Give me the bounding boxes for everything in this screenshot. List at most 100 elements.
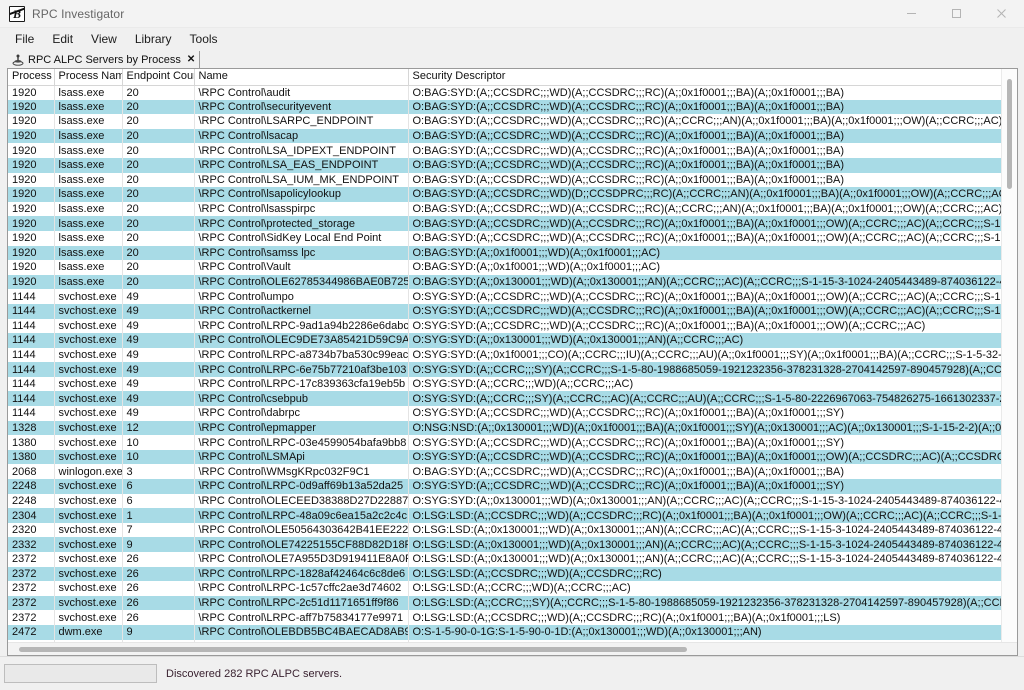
table-row[interactable]: 1920 lsass.exe 20 \RPC Control\OLE627853449… — [8, 274, 1017, 290]
table-row[interactable]: 1380 svchost.exe 10 \RPC Control\LSMApi O:SY… — [8, 449, 1017, 465]
window-controls — [889, 0, 1024, 28]
table-row[interactable]: 1920 lsass.exe 20 \RPC Control\LSA_IUM_MK_E… — [8, 172, 1017, 188]
column-header-endpoint-count[interactable]: Endpoint Count — [122, 69, 195, 86]
cell-process-id: 2372 — [8, 566, 55, 582]
cell-name: \RPC Control\LRPC-03e4599054bafa9bb8 — [194, 435, 409, 450]
tab-close-icon[interactable]: ✕ — [186, 53, 196, 65]
cell-process-id: 1144 — [8, 362, 55, 377]
tab-rpc-alpc-servers-by-process[interactable]: RPC ALPC Servers by Process ✕ — [10, 51, 201, 68]
table-row[interactable]: 2248 svchost.exe 6 \RPC Control\OLECEED3838… — [8, 493, 1017, 509]
cell-security-descriptor: O:BAG:SYD:(A;;CCSDRC;;;WD)(A;;CCSDRC;;;R… — [408, 128, 1017, 144]
close-icon[interactable] — [979, 0, 1024, 28]
menu-item-library[interactable]: Library — [134, 32, 172, 46]
cell-process-name: svchost.exe — [54, 420, 123, 436]
cell-endpoint-count: 7 — [122, 522, 195, 538]
menu-item-view[interactable]: View — [91, 32, 117, 46]
cell-security-descriptor: O:SYG:SYD:(A;;0x1f0001;;;CO)(A;;CCRC;;;I… — [408, 347, 1017, 363]
cell-process-id: 1144 — [8, 391, 55, 407]
cell-process-name: lsass.exe — [54, 85, 123, 100]
cell-process-name: svchost.exe — [54, 391, 123, 407]
cell-process-name: svchost.exe — [54, 362, 123, 377]
vertical-scrollbar-thumb[interactable] — [1007, 79, 1012, 189]
cell-process-name: svchost.exe — [54, 508, 123, 523]
menu-item-edit[interactable]: Edit — [52, 32, 74, 46]
maximize-icon[interactable] — [934, 0, 979, 28]
cell-endpoint-count: 3 — [122, 464, 195, 480]
table-row[interactable]: 1920 lsass.exe 20 \RPC Control\Vault O:BAG:S… — [8, 260, 1017, 275]
progress-bar — [4, 664, 157, 683]
table-row[interactable]: 2472 dwm.exe 9 \RPC Control\OLEBDB5BC4BAECA… — [8, 624, 1017, 640]
horizontal-scrollbar[interactable] — [8, 642, 1017, 655]
cell-security-descriptor: O:BAG:SYD:(A;;CCSDRC;;;WD)(A;;CCSDRC;;;R… — [408, 114, 1017, 129]
cell-process-id: 1144 — [8, 347, 55, 363]
table-row[interactable]: 2372 svchost.exe 26 \RPC Control\LRPC-1828a… — [8, 566, 1017, 582]
cell-security-descriptor: O:BAG:SYD:(A;;CCSDRC;;;WD)(A;;CCSDRC;;;R… — [408, 143, 1017, 158]
table-row[interactable]: 1328 svchost.exe 12 \RPC Control\epmapper O:… — [8, 420, 1017, 436]
status-message: Discovered 282 RPC ALPC servers. — [166, 667, 343, 680]
cell-name: \RPC Control\LRPC-6e75b77210af3be103 — [194, 362, 409, 377]
cell-name: \RPC Control\dabrpc — [194, 406, 409, 421]
table-row[interactable]: 1920 lsass.exe 20 \RPC Control\LSARPC_ENDPO… — [8, 114, 1017, 129]
table-row[interactable]: 1144 svchost.exe 49 \RPC Control\csebpub O:S… — [8, 391, 1017, 407]
menu-item-tools[interactable]: Tools — [189, 32, 218, 46]
horizontal-scrollbar-thumb[interactable] — [19, 647, 687, 652]
table-row[interactable]: 2304 svchost.exe 1 \RPC Control\LRPC-48a09c… — [8, 508, 1017, 523]
column-header-process-id[interactable]: Process Id — [8, 69, 55, 86]
table-row[interactable]: 2320 svchost.exe 7 \RPC Control\OLE50564303… — [8, 522, 1017, 538]
cell-name: \RPC Control\LRPC-a8734b7ba530c99eac — [194, 347, 409, 363]
column-header-process-name[interactable]: Process Name — [54, 69, 123, 86]
table-row[interactable]: 1144 svchost.exe 49 \RPC Control\dabrpc O:SY… — [8, 406, 1017, 421]
cell-process-id: 1380 — [8, 449, 55, 465]
cell-process-name: lsass.exe — [54, 216, 123, 231]
table-row[interactable]: 1144 svchost.exe 49 \RPC Control\LRPC-17c83… — [8, 376, 1017, 392]
table-row[interactable]: 1920 lsass.exe 20 \RPC Control\securityeven… — [8, 99, 1017, 115]
table-row[interactable]: 1144 svchost.exe 49 \RPC Control\LRPC-a8734… — [8, 347, 1017, 363]
minimize-icon[interactable] — [889, 0, 934, 28]
table-row[interactable]: 2372 svchost.exe 26 \RPC Control\LRPC-aff7b… — [8, 610, 1017, 625]
table-row[interactable]: 1920 lsass.exe 20 \RPC Control\samss lpc O:B… — [8, 245, 1017, 261]
table-row[interactable]: 2372 svchost.exe 26 \RPC Control\LRPC-1c57c… — [8, 581, 1017, 596]
table-row[interactable]: 1920 lsass.exe 20 \RPC Control\lsapolicyloo… — [8, 187, 1017, 202]
table-row[interactable]: 1920 lsass.exe 20 \RPC Control\SidKey Local… — [8, 230, 1017, 246]
window-title: RPC Investigator — [32, 6, 125, 21]
cell-security-descriptor: O:S-1-5-90-0-1G:S-1-5-90-0-1D:(A;;0x1f00… — [408, 639, 1017, 642]
table-row[interactable]: 1920 lsass.exe 20 \RPC Control\audit O:BAG:S… — [8, 85, 1017, 100]
table-row[interactable]: 2068 winlogon.exe 3 \RPC Control\WMsgKRpc03… — [8, 464, 1017, 480]
cell-name: \RPC Control\WMsgKRpc032F9C1 — [194, 464, 409, 480]
cell-process-name: svchost.exe — [54, 479, 123, 494]
cell-security-descriptor: O:BAG:SYD:(A;;CCSDRC;;;WD)(A;;CCSDRC;;;R… — [408, 85, 1017, 100]
cell-endpoint-count: 6 — [122, 493, 195, 509]
column-header-security-descriptor[interactable]: Security Descriptor — [408, 69, 1017, 86]
cell-name: \RPC Control\LSA_EAS_ENDPOINT — [194, 157, 409, 173]
table-row[interactable]: 2372 svchost.exe 26 \RPC Control\OLE7A955D3… — [8, 552, 1017, 567]
title-bar: RPC Investigator — [0, 0, 1024, 28]
table-row[interactable]: 2248 svchost.exe 6 \RPC Control\LRPC-0d9aff… — [8, 479, 1017, 494]
cell-security-descriptor: O:SYG:SYD:(A;;CCSDRC;;;WD)(A;;CCSDRC;;;R… — [408, 435, 1017, 450]
table-row[interactable]: 1144 svchost.exe 49 \RPC Control\umpo O:SYG:… — [8, 289, 1017, 304]
menu-bar: File Edit View Library Tools — [0, 28, 1024, 50]
cell-security-descriptor: O:SYG:SYD:(A;;0x130001;;;WD)(A;;0x130001… — [408, 493, 1017, 509]
cell-process-id: 1144 — [8, 318, 55, 334]
table-row[interactable]: 1380 svchost.exe 10 \RPC Control\LRPC-03e45… — [8, 435, 1017, 450]
table-row[interactable]: 1144 svchost.exe 49 \RPC Control\OLEC9DE73A… — [8, 333, 1017, 348]
table-row[interactable]: 1144 svchost.exe 49 \RPC Control\actkernel O… — [8, 303, 1017, 319]
cell-endpoint-count: 20 — [122, 245, 195, 261]
table-row[interactable]: 2372 svchost.exe 26 \RPC Control\LRPC-2c51d… — [8, 595, 1017, 611]
table-row[interactable]: 1920 lsass.exe 20 \RPC Control\LSA_EAS_ENDP… — [8, 157, 1017, 173]
table-row[interactable]: 1920 lsass.exe 20 \RPC Control\protected_st… — [8, 216, 1017, 231]
table-row[interactable]: 1920 lsass.exe 20 \RPC Control\lsacap O:BAG:… — [8, 128, 1017, 144]
column-header-name[interactable]: Name — [194, 69, 409, 86]
table-row[interactable]: 1920 lsass.exe 20 \RPC Control\LSA_IDPEXT_E… — [8, 143, 1017, 158]
cell-name: \RPC Control\LRPC-17c839363cfa19eb5b — [194, 376, 409, 392]
table-row[interactable]: 1144 svchost.exe 49 \RPC Control\LRPC-6e75b… — [8, 362, 1017, 377]
table-row[interactable]: 2332 svchost.exe 9 \RPC Control\OLE74225155… — [8, 537, 1017, 552]
vertical-scrollbar[interactable] — [1001, 69, 1017, 642]
table-row[interactable]: 1144 svchost.exe 49 \RPC Control\LRPC-9ad1a… — [8, 318, 1017, 334]
cell-endpoint-count: 49 — [122, 347, 195, 363]
cell-process-id: 2068 — [8, 464, 55, 480]
table-row[interactable]: 1920 lsass.exe 20 \RPC Control\lsasspirpc O:… — [8, 201, 1017, 217]
menu-item-file[interactable]: File — [15, 32, 35, 46]
cell-name: \RPC Control\LSMApi — [194, 449, 409, 465]
